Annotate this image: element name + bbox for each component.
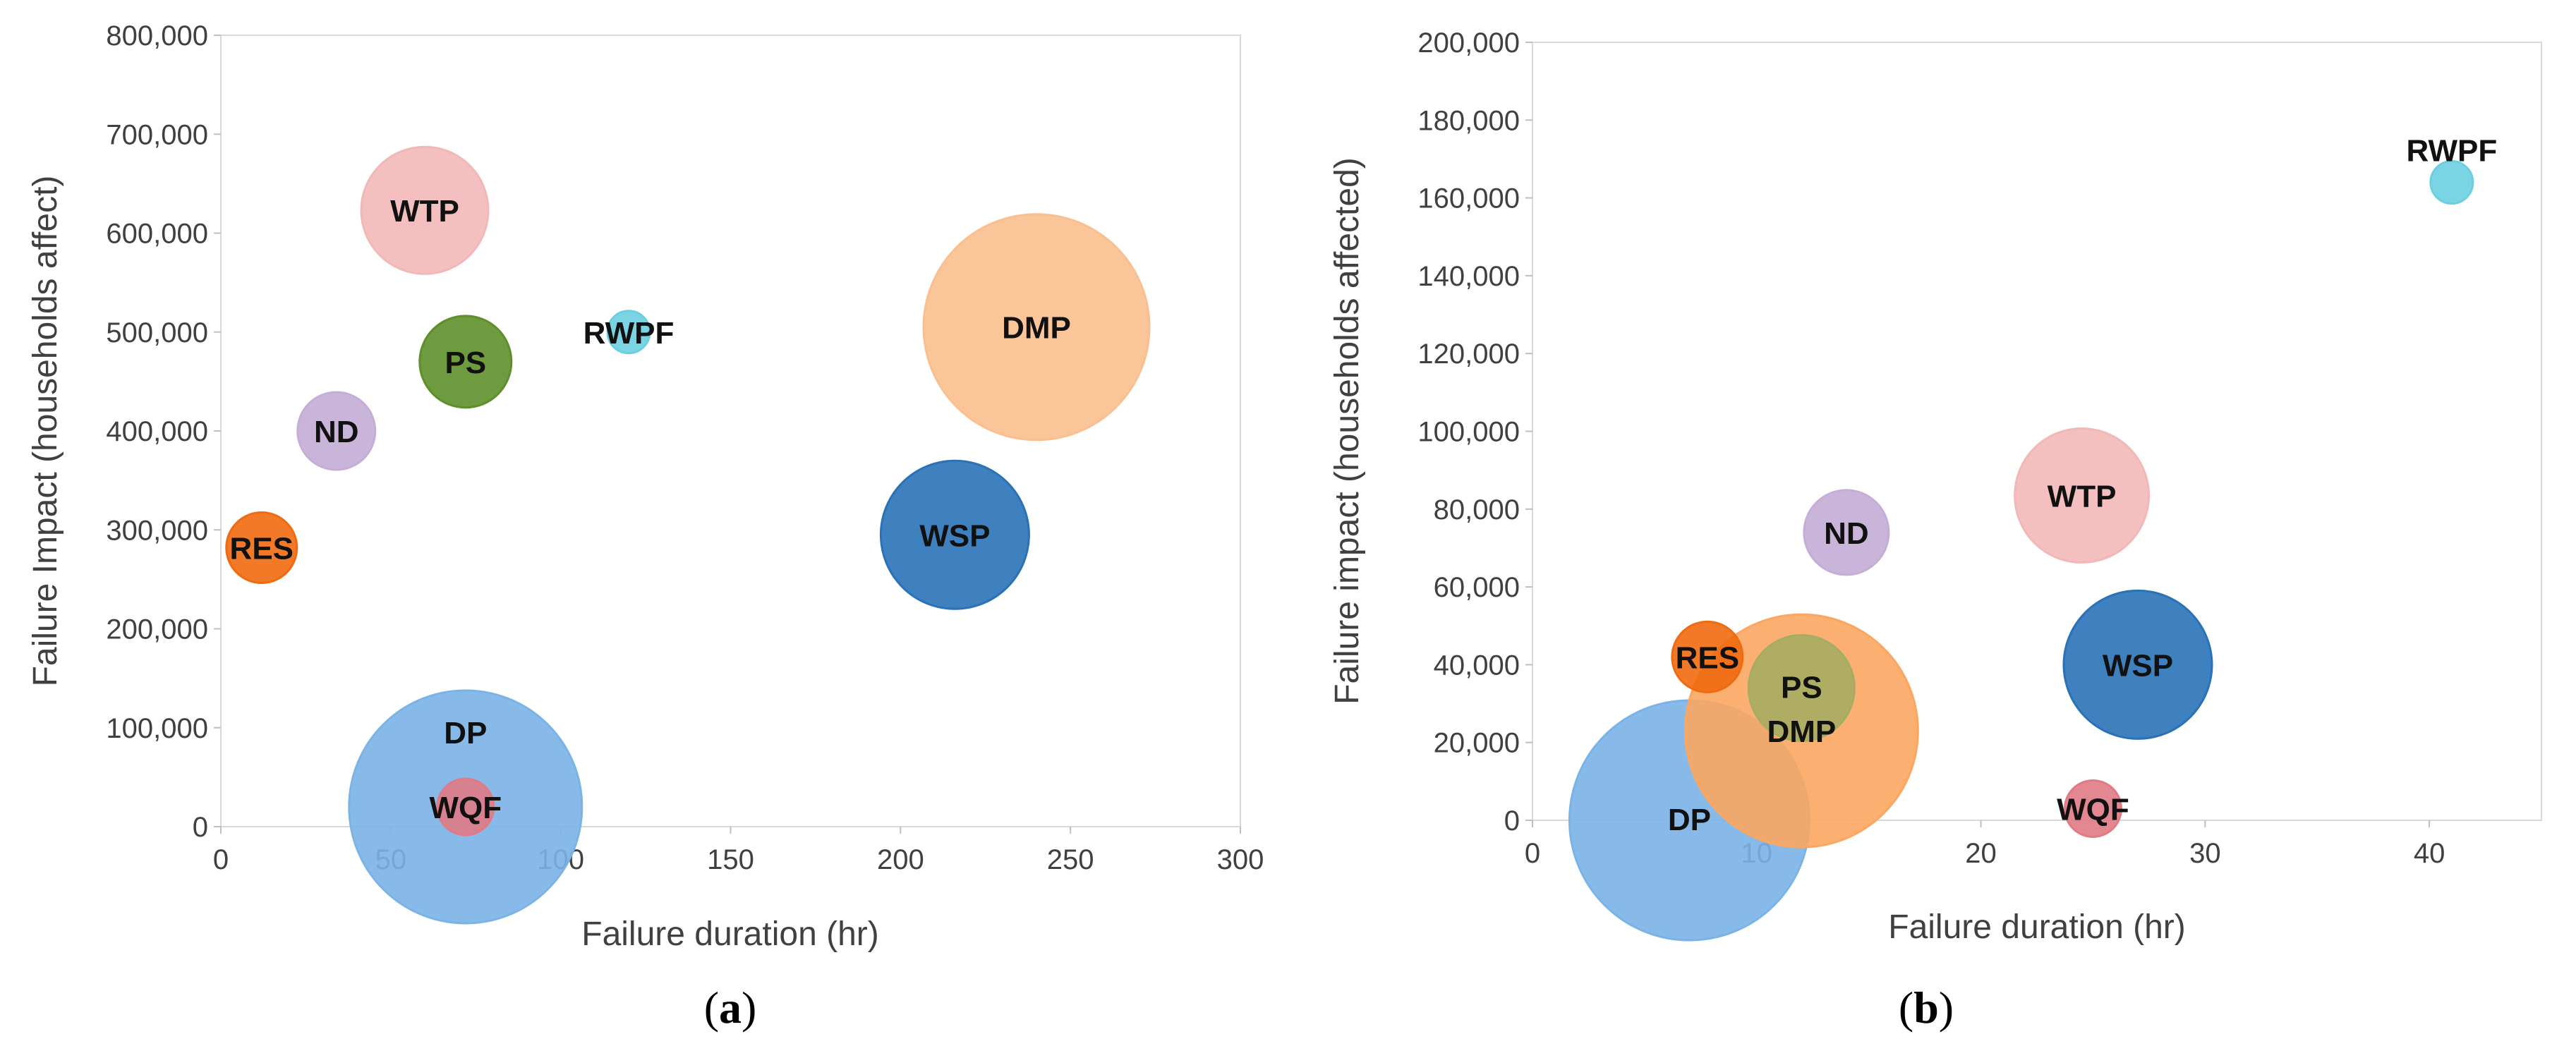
bubble-label-wqf-a: WQF xyxy=(429,791,502,825)
y-tick-label: 200,000 xyxy=(1417,28,1520,59)
y-tick-label: 400,000 xyxy=(106,416,208,447)
x-tick-label: 40 xyxy=(2414,838,2445,869)
bubble-wsp-a xyxy=(879,459,1030,610)
bubbles-b: RWPF WTP ND RES WSP DMP PS DP WQF xyxy=(1568,134,2498,942)
x-tick-label: 300 xyxy=(1217,844,1264,875)
panel-label-b: (b) xyxy=(1899,983,1954,1033)
y-tick-label: 0 xyxy=(1504,805,1520,837)
bubble-wtp-b xyxy=(2014,427,2151,564)
bubble-ps-b xyxy=(1747,633,1856,742)
x-axis-title-a: Failure duration (hr) xyxy=(581,916,879,953)
chart-panel-b: 0 20,000 40,000 60,000 80,000 100,000 120,000 1… xyxy=(1329,28,2542,1033)
bubble-rwpf-b xyxy=(2429,160,2474,205)
x-tick-label: 0 xyxy=(1525,838,1540,869)
bubble-nd-a xyxy=(296,391,377,471)
bubble-label-res-a: RES xyxy=(230,531,294,566)
x-tick-label: 150 xyxy=(707,844,754,875)
y-tick-label: 140,000 xyxy=(1417,261,1520,292)
bubble-label-nd-b: ND xyxy=(1824,516,1869,551)
x-tick-label: 20 xyxy=(1965,838,1997,869)
panel-label-a: (a) xyxy=(704,983,757,1033)
y-tick-label: 20,000 xyxy=(1434,728,1520,759)
bubble-dmp-a xyxy=(922,213,1151,442)
y-tick-label: 700,000 xyxy=(106,119,208,150)
bubble-label-dp-a: DP xyxy=(444,716,487,750)
bubble-res-a xyxy=(225,511,298,584)
bubbles-a: WTP PS RWPF DMP ND RES WSP DP WQF xyxy=(225,145,1151,925)
bubble-label-rwpf-b: RWPF xyxy=(2407,134,2498,169)
y-tick-label: 600,000 xyxy=(106,219,208,250)
bubble-nd-b xyxy=(1803,489,1890,576)
bubble-rwpf-a xyxy=(606,310,651,355)
y-tick-label: 100,000 xyxy=(1417,417,1520,448)
chart-panel-a: 0 100,000 200,000 300,000 400,000 500,000 600,… xyxy=(27,20,1264,1033)
y-tick-label: 100,000 xyxy=(106,713,208,744)
bubble-wqf-a xyxy=(436,777,495,837)
bubble-label-rwpf-a: RWPF xyxy=(583,316,675,351)
y-tick-label: 160,000 xyxy=(1417,183,1520,214)
bubble-label-wtp-b: WTP xyxy=(2048,479,2117,513)
bubble-label-wqf-b: WQF xyxy=(2057,792,2129,827)
y-ticks-a: 0 100,000 200,000 300,000 400,000 500,000 600,… xyxy=(106,20,221,843)
bubble-label-res-b: RES xyxy=(1676,640,1739,675)
x-tick-label: 250 xyxy=(1047,844,1094,875)
bubble-label-wtp-a: WTP xyxy=(390,194,459,229)
y-ticks-b: 0 20,000 40,000 60,000 80,000 100,000 120,000 1… xyxy=(1417,28,1532,837)
bubble-res-b xyxy=(1671,620,1744,693)
bubble-label-dmp-b: DMP xyxy=(1767,715,1836,749)
y-axis-title-a: Failure Impact (households affect) xyxy=(27,176,64,687)
y-tick-label: 120,000 xyxy=(1417,339,1520,370)
x-tick-label: 0 xyxy=(213,844,229,875)
y-tick-label: 80,000 xyxy=(1434,494,1520,525)
y-tick-label: 200,000 xyxy=(106,614,208,645)
bubble-label-ps-a: PS xyxy=(445,346,486,380)
bubble-wsp-b xyxy=(2062,589,2213,740)
y-tick-label: 40,000 xyxy=(1434,650,1520,681)
bubble-wqf-b xyxy=(2063,779,2122,838)
bubble-label-ps-b: PS xyxy=(1781,670,1822,705)
x-tick-label: 30 xyxy=(2189,838,2221,869)
x-tick-label: 200 xyxy=(877,844,924,875)
x-axis-title-b: Failure duration (hr) xyxy=(1888,908,2186,946)
bubble-label-nd-a: ND xyxy=(314,415,359,449)
y-tick-label: 0 xyxy=(193,812,208,843)
y-tick-label: 60,000 xyxy=(1434,572,1520,603)
y-tick-label: 180,000 xyxy=(1417,105,1520,136)
bubble-label-dmp-a: DMP xyxy=(1002,311,1071,346)
bubble-label-wsp-a: WSP xyxy=(919,518,990,553)
bubble-label-dp-b: DP xyxy=(1668,803,1711,837)
y-tick-label: 800,000 xyxy=(106,20,208,51)
bubble-label-wsp-b: WSP xyxy=(2103,648,2173,683)
y-axis-title-b: Failure impact (households affected) xyxy=(1329,157,1366,705)
bubble-ps-a xyxy=(418,315,513,409)
bubble-wtp-a xyxy=(360,145,490,275)
y-tick-label: 500,000 xyxy=(106,317,208,348)
y-tick-label: 300,000 xyxy=(106,515,208,546)
